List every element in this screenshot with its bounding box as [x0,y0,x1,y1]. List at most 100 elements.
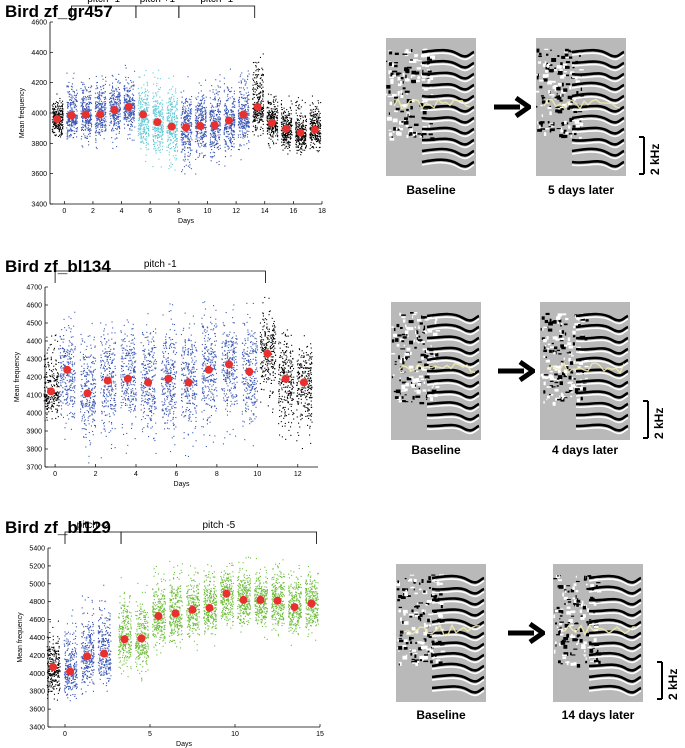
data-point [88,120,90,122]
mean-marker [81,110,90,119]
data-point [69,105,71,107]
data-point [267,106,269,108]
data-point [75,128,77,130]
data-point [168,144,170,146]
data-point [67,103,69,105]
data-point [119,128,121,130]
data-point [231,113,233,115]
data-point [68,124,70,126]
data-point [295,104,297,106]
data-point [302,140,304,142]
data-point [117,103,119,105]
data-point [261,67,263,69]
data-point [183,90,185,92]
data-point [202,117,204,119]
mean-marker [196,121,205,130]
x-axis-label: Days [178,218,194,225]
data-point [233,146,235,148]
data-point [188,156,190,158]
data-point [129,129,131,131]
data-point [300,151,302,153]
data-point [196,120,198,122]
data-point [145,118,147,120]
data-point [123,97,125,99]
data-point [268,112,270,114]
data-point [196,109,198,111]
data-point [88,144,90,146]
data-point [220,111,222,113]
data-point [303,129,305,131]
data-point [186,105,188,107]
data-point [262,53,264,55]
data-point [198,92,200,94]
data-point [316,126,318,128]
data-point [312,142,314,144]
data-point [158,114,160,116]
data-point [319,135,321,137]
data-point [117,98,119,100]
data-point [82,106,84,108]
data-point [248,130,250,132]
data-point [319,117,321,119]
data-point [248,73,250,75]
data-point [182,159,184,161]
data-point [258,111,260,113]
data-point [168,111,170,113]
data-point [57,125,59,127]
data-point [141,91,143,93]
data-point [175,145,177,147]
data-point [272,134,274,136]
data-point [162,141,164,143]
data-point [155,129,157,131]
data-point [168,77,170,79]
data-point [262,92,264,94]
data-point [254,115,256,117]
data-point [100,106,102,108]
data-point [181,130,183,132]
data-point [174,90,176,92]
data-point [174,130,176,132]
data-point [262,93,264,95]
data-point [124,127,126,129]
data-point [60,102,62,104]
data-point [254,126,256,128]
data-point [260,116,262,118]
data-point [98,92,100,94]
data-point [147,122,149,124]
data-point [285,132,287,134]
data-point [245,98,247,100]
data-point [71,122,73,124]
data-point [132,104,134,106]
data-point [259,113,261,115]
data-point [295,136,297,138]
data-point [55,125,57,127]
data-point [158,106,160,108]
data-point [287,143,289,145]
data-point [153,83,155,85]
data-point [203,101,205,103]
data-point [288,141,290,143]
data-point [310,132,312,134]
data-point [258,85,260,87]
data-point [59,135,61,137]
data-point [52,107,54,109]
data-point [195,116,197,118]
data-point [310,141,312,143]
data-point [70,103,72,105]
data-point [116,116,118,118]
data-point [143,126,145,128]
data-point [181,108,183,110]
data-point [66,72,68,74]
data-point [133,84,135,86]
data-point [61,130,63,132]
data-point [302,137,304,139]
data-point [95,115,97,117]
data-point [62,108,64,110]
data-point [237,110,239,112]
data-point [261,108,263,110]
data-point [277,136,279,138]
data-point [313,122,315,124]
data-point [181,111,183,113]
data-point [68,121,70,123]
data-point [57,126,59,128]
